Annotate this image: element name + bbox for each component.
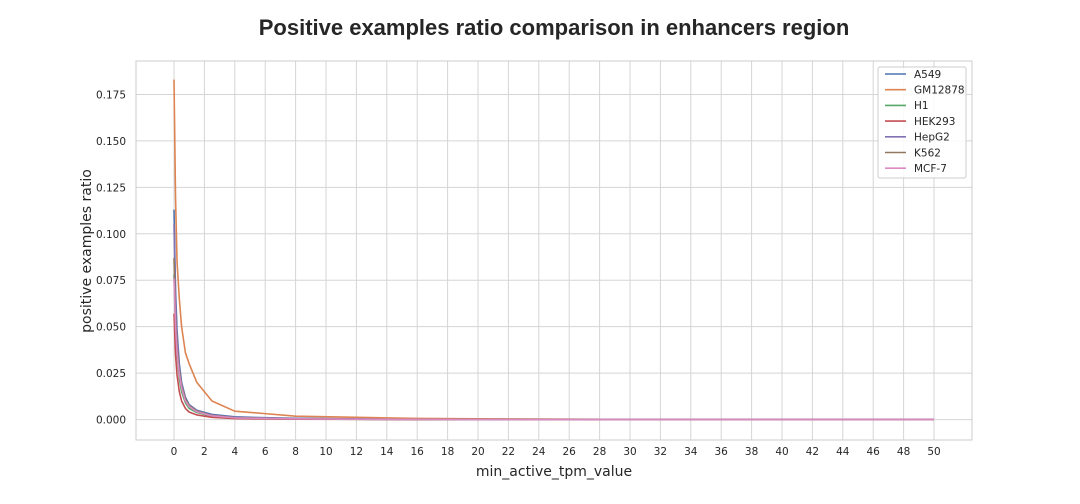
- series-line-gm12878: [173, 79, 934, 421]
- plot-frame: [135, 60, 973, 441]
- x-tick-label: 4: [231, 446, 238, 458]
- x-tick-label: 0: [171, 446, 178, 458]
- x-tick-label: 48: [897, 446, 910, 458]
- series-line-hek293: [173, 313, 934, 421]
- legend-label: GM12878: [914, 85, 965, 97]
- x-tick-label: 30: [623, 446, 636, 458]
- y-tick-label: 0.150: [96, 136, 126, 148]
- x-tick-label: 50: [927, 446, 940, 458]
- x-tick-label: 42: [806, 446, 819, 458]
- series-lines: [173, 79, 934, 421]
- x-tick-label: 38: [745, 446, 758, 458]
- y-axis-ticks: 0.000 0.025 0.050 0.075 0.100 0.125 0.150 0.175: [96, 89, 126, 426]
- chart-title: Positive examples ratio comparison in en…: [259, 15, 850, 40]
- x-tick-label: 34: [684, 446, 698, 458]
- x-tick-label: 28: [593, 446, 606, 458]
- y-tick-label: 0.175: [96, 89, 126, 101]
- legend-label: HEK293: [914, 116, 955, 128]
- x-tick-label: 36: [715, 446, 729, 458]
- y-tick-label: 0.000: [96, 415, 126, 427]
- x-tick-label: 12: [350, 446, 363, 458]
- x-tick-label: 8: [292, 446, 299, 458]
- x-tick-label: 18: [441, 446, 454, 458]
- legend: A549 GM12878 H1 HEK293 HepG2 K562 MCF-7: [877, 66, 967, 179]
- legend-label: H1: [914, 100, 929, 112]
- y-tick-label: 0.125: [96, 182, 126, 194]
- legend-label: MCF-7: [914, 163, 947, 175]
- x-tick-label: 32: [654, 446, 667, 458]
- x-tick-label: 14: [380, 446, 394, 458]
- y-axis-label: positive examples ratio: [79, 169, 95, 333]
- x-tick-label: 10: [319, 446, 332, 458]
- x-tick-label: 2: [201, 446, 208, 458]
- y-tick-label: 0.025: [96, 368, 126, 380]
- series-line-a549: [173, 209, 934, 421]
- series-line-mcf-7: [173, 278, 934, 421]
- x-tick-label: 26: [563, 446, 577, 458]
- x-axis-label: min_active_tpm_value: [476, 464, 632, 480]
- x-tick-label: 6: [262, 446, 269, 458]
- series-line-hepg2: [173, 224, 934, 421]
- x-tick-label: 22: [502, 446, 515, 458]
- x-tick-label: 16: [411, 446, 425, 458]
- legend-label: K562: [914, 147, 941, 159]
- series-line-h1: [173, 274, 934, 421]
- grid: [136, 61, 972, 440]
- x-tick-label: 46: [867, 446, 881, 458]
- legend-box: [877, 66, 967, 179]
- x-tick-label: 44: [836, 446, 850, 458]
- legend-label: HepG2: [914, 132, 950, 144]
- x-axis-ticks: 0 2 4 6 8 10 12 14 16 18 20 22 24 26 28 30 32 34 36 38 40 42 4…: [171, 446, 941, 458]
- y-tick-label: 0.050: [96, 322, 126, 334]
- series-line-k562: [173, 257, 934, 421]
- y-tick-label: 0.100: [96, 229, 126, 241]
- x-tick-label: 24: [532, 446, 546, 458]
- y-tick-label: 0.075: [96, 275, 126, 287]
- x-tick-label: 40: [775, 446, 788, 458]
- x-tick-label: 20: [471, 446, 484, 458]
- legend-label: A549: [914, 69, 941, 81]
